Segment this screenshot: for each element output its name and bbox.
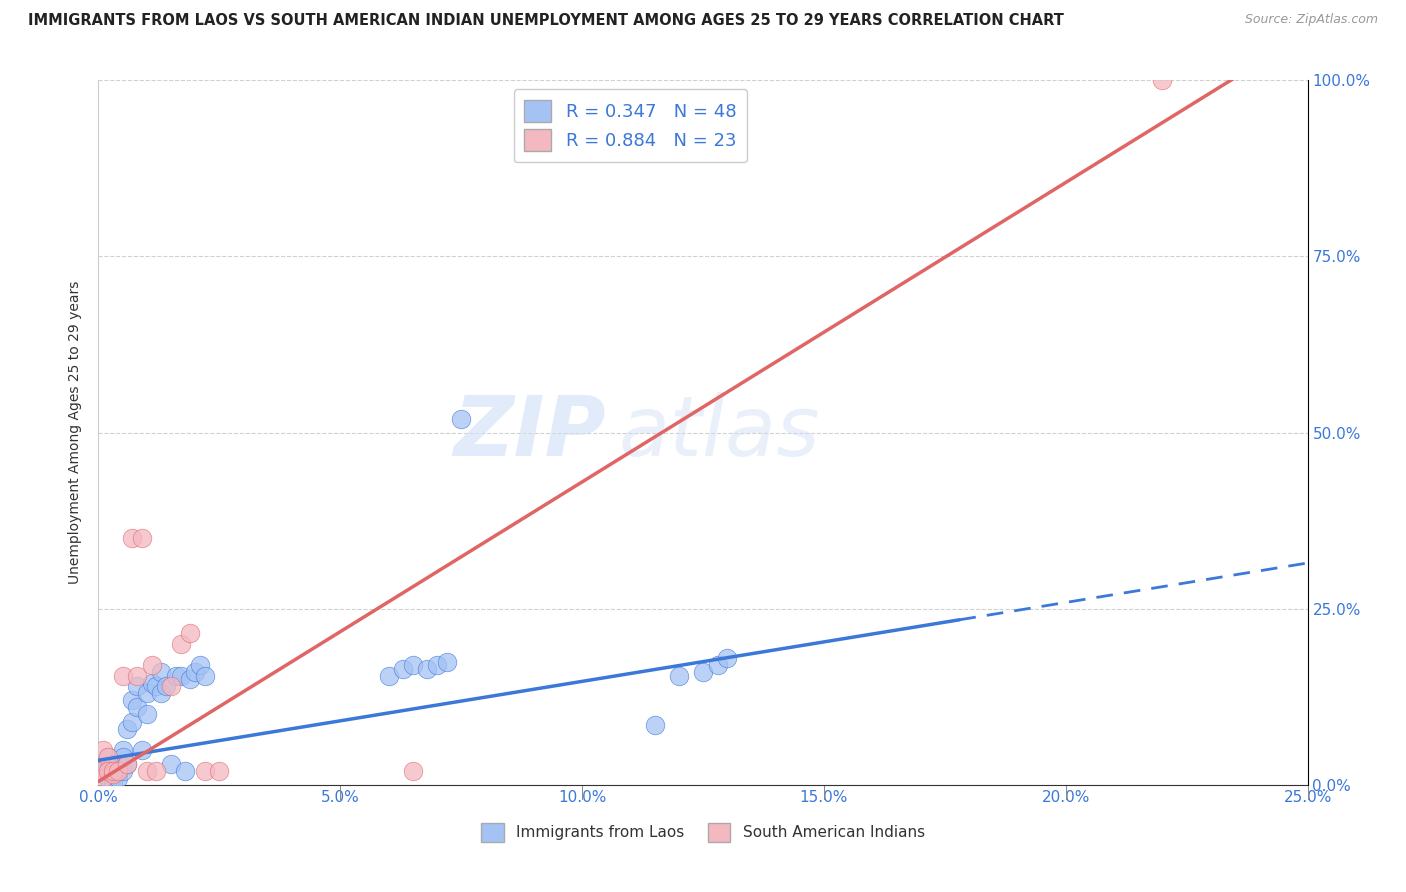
Point	[1152, 73, 1174, 87]
Point	[127, 700, 149, 714]
Point	[188, 658, 211, 673]
Point	[97, 764, 120, 778]
Point	[150, 665, 173, 680]
Point	[416, 662, 439, 676]
Point	[101, 767, 124, 781]
Point	[402, 764, 425, 778]
Point	[107, 771, 129, 785]
Point	[90, 764, 112, 778]
Point	[111, 669, 134, 683]
Point	[117, 756, 139, 771]
Point	[97, 749, 120, 764]
Point	[94, 764, 117, 778]
Text: IMMIGRANTS FROM LAOS VS SOUTH AMERICAN INDIAN UNEMPLOYMENT AMONG AGES 25 TO 29 Y: IMMIGRANTS FROM LAOS VS SOUTH AMERICAN I…	[28, 13, 1064, 29]
Point	[169, 637, 191, 651]
Point	[179, 673, 201, 687]
Point	[155, 679, 177, 693]
Point	[111, 742, 134, 756]
Point	[160, 679, 183, 693]
Point	[97, 749, 120, 764]
Point	[91, 767, 114, 781]
Point	[101, 764, 124, 778]
Point	[131, 532, 153, 546]
Point	[117, 722, 139, 736]
Point	[91, 771, 114, 785]
Point	[121, 532, 143, 546]
Point	[111, 764, 134, 778]
Y-axis label: Unemployment Among Ages 25 to 29 years: Unemployment Among Ages 25 to 29 years	[69, 281, 83, 584]
Point	[135, 686, 157, 700]
Point	[160, 756, 183, 771]
Point	[91, 756, 114, 771]
Legend: Immigrants from Laos, South American Indians: Immigrants from Laos, South American Ind…	[475, 817, 931, 847]
Point	[174, 764, 197, 778]
Point	[141, 675, 163, 690]
Point	[121, 693, 143, 707]
Point	[436, 655, 458, 669]
Point	[107, 764, 129, 778]
Point	[668, 669, 690, 683]
Point	[450, 411, 472, 425]
Point	[644, 718, 666, 732]
Point	[111, 749, 134, 764]
Point	[121, 714, 143, 729]
Point	[194, 764, 217, 778]
Point	[184, 665, 207, 680]
Point	[91, 742, 114, 756]
Point	[101, 756, 124, 771]
Point	[145, 764, 167, 778]
Point	[117, 756, 139, 771]
Point	[100, 764, 122, 778]
Point	[692, 665, 714, 680]
Point	[402, 658, 425, 673]
Point	[127, 679, 149, 693]
Point	[107, 756, 129, 771]
Point	[150, 686, 173, 700]
Point	[179, 626, 201, 640]
Point	[194, 669, 217, 683]
Point	[377, 669, 399, 683]
Point	[107, 764, 129, 778]
Point	[127, 669, 149, 683]
Point	[135, 764, 157, 778]
Text: atlas: atlas	[619, 392, 820, 473]
Point	[169, 669, 191, 683]
Point	[135, 707, 157, 722]
Point	[131, 742, 153, 756]
Point	[141, 658, 163, 673]
Point	[165, 669, 187, 683]
Point	[392, 662, 415, 676]
Point	[101, 767, 124, 781]
Point	[716, 651, 738, 665]
Point	[90, 764, 112, 778]
Point	[101, 774, 124, 789]
Point	[706, 658, 728, 673]
Point	[145, 679, 167, 693]
Point	[97, 771, 120, 785]
Point	[208, 764, 231, 778]
Text: ZIP: ZIP	[454, 392, 606, 473]
Text: Source: ZipAtlas.com: Source: ZipAtlas.com	[1244, 13, 1378, 27]
Point	[426, 658, 449, 673]
